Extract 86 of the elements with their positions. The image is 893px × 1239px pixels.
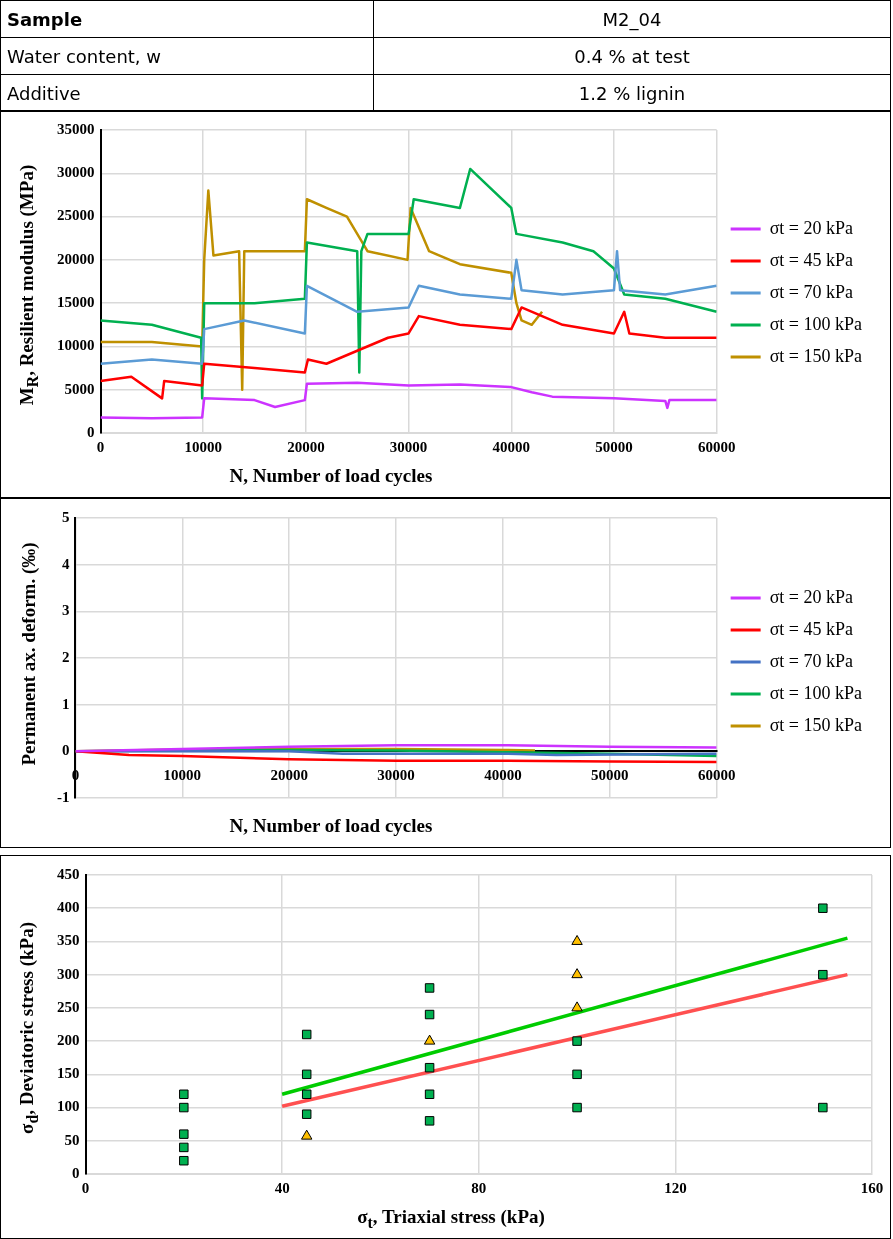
x-tick-label: 60000: [697, 438, 736, 455]
x-tick-label: 20000: [270, 767, 308, 784]
y-tick-label: 10000: [57, 337, 95, 354]
point: [818, 1102, 828, 1113]
x-tick-label: 160: [860, 1179, 884, 1196]
x-tick-label: 10000: [163, 767, 202, 784]
point: [572, 1069, 582, 1080]
legend-label: σt = 150 kPa: [769, 345, 863, 366]
x-tick-label: 50000: [595, 438, 633, 455]
legend-label: σt = 20 kPa: [769, 217, 854, 238]
x-tick-label: 40000: [492, 438, 531, 455]
y-tick-label: 3: [62, 602, 70, 619]
point: [572, 1102, 582, 1113]
x-tick-label: 120: [664, 1179, 687, 1196]
x-tick-label: 40000: [484, 767, 522, 784]
y-tick-label: 35000: [57, 120, 95, 137]
y-tick-label: 25000: [57, 207, 95, 224]
y-tick-label: 300: [57, 965, 80, 982]
x-tick-label: 10000: [184, 438, 222, 455]
y-tick-label: 2: [62, 648, 70, 665]
point: [818, 969, 828, 980]
y-tick-label: 15000: [57, 294, 95, 311]
y-tick-label: 0: [87, 423, 95, 440]
x-axis-title: σ$_{t}$, Triaxial stress (kPa): [357, 1206, 545, 1232]
legend-label: σt = 45 kPa: [769, 618, 854, 639]
x-tick-label: 20000: [287, 438, 325, 455]
y-tick-label: 1: [62, 695, 70, 712]
x-tick-label: 30000: [389, 438, 428, 455]
y-tick-label: 4: [62, 555, 70, 572]
point: [179, 1129, 189, 1139]
point: [179, 1155, 189, 1166]
point: [301, 1089, 312, 1100]
text: 1.2 % lignin: [373, 74, 891, 112]
point: [423, 1034, 436, 1045]
y-tick-label: 50: [64, 1131, 80, 1148]
point: [179, 1089, 189, 1100]
point: [572, 1036, 582, 1046]
x-axis-title: N, Number of load cycles: [229, 465, 433, 487]
legend-label: σt = 150 kPa: [769, 714, 863, 735]
x-tick-label: 40: [274, 1179, 290, 1196]
y-tick-label: 0: [72, 1164, 80, 1181]
y-tick-label: 200: [57, 1031, 80, 1048]
text: M2_04: [373, 0, 891, 38]
legend-label: σt = 45 kPa: [769, 249, 854, 270]
y-tick-label: 30000: [57, 164, 95, 181]
legend-label: σt = 100 kPa: [769, 313, 863, 334]
legend-label: σt = 20 kPa: [769, 586, 854, 607]
x-tick-label: 80: [471, 1179, 487, 1196]
legend-label: σt = 70 kPa: [769, 281, 854, 302]
y-tick-label: 150: [57, 1065, 80, 1082]
point: [301, 1109, 312, 1119]
x-axis-title: N, Number of load cycles: [229, 815, 433, 837]
y-tick-label: 400: [57, 899, 80, 916]
point: [301, 1029, 312, 1040]
point: [424, 1089, 435, 1100]
point: [571, 968, 583, 979]
text: Sample: [0, 0, 374, 38]
point: [301, 1129, 313, 1140]
y-tick-label: 100: [57, 1098, 80, 1115]
point: [424, 983, 435, 993]
text: Additive: [0, 74, 374, 112]
y-tick-label: 0: [62, 742, 70, 759]
point: [424, 1116, 435, 1126]
legend-label: σt = 100 kPa: [769, 682, 863, 703]
point: [818, 903, 828, 913]
y-tick-label: 350: [57, 932, 80, 949]
x-tick-label: 60000: [697, 767, 736, 784]
text: 0.4 % at test: [373, 37, 891, 75]
point: [179, 1142, 189, 1153]
x-tick-label: 30000: [377, 767, 415, 784]
y-tick-label: -1: [57, 788, 70, 805]
y-tick-label: 5: [62, 508, 70, 525]
x-tick-label: 50000: [591, 767, 629, 784]
y-tick-label: 250: [57, 998, 80, 1015]
y-tick-label: 20000: [57, 250, 95, 267]
point: [301, 1069, 312, 1080]
point: [571, 934, 583, 945]
point: [179, 1102, 189, 1113]
y-tick-label: 450: [57, 865, 80, 882]
point: [424, 1062, 435, 1073]
text: Water content, w: [0, 37, 374, 75]
y-axis-title: Permanent ax. deform. (‰): [18, 542, 40, 766]
point: [424, 1009, 435, 1020]
point: [571, 1001, 583, 1012]
y-tick-label: 5000: [64, 380, 95, 397]
legend-label: σt = 70 kPa: [769, 650, 854, 671]
